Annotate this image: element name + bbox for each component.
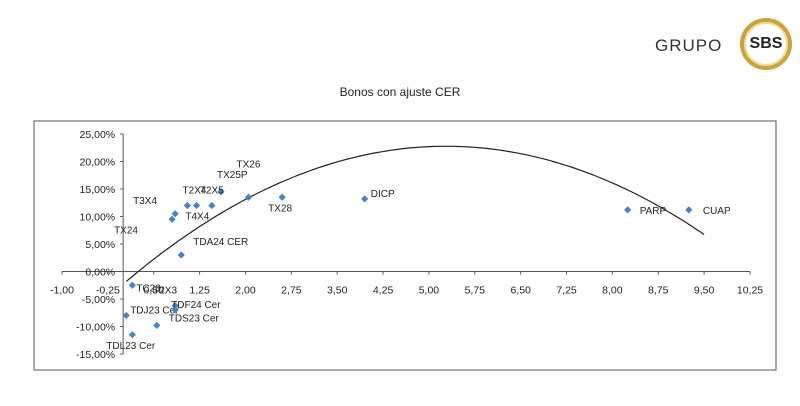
x-tick-label: 4,25 bbox=[373, 285, 394, 297]
data-point-label: TX26 bbox=[237, 159, 261, 170]
y-tick-label: -15,00% bbox=[76, 349, 115, 361]
data-point bbox=[278, 193, 286, 201]
x-tick-label: 8,00 bbox=[602, 285, 623, 297]
brand-name: GRUPO bbox=[655, 36, 723, 55]
data-point-label: T3X4 bbox=[133, 196, 157, 207]
x-tick-label: 8,75 bbox=[648, 285, 669, 297]
data-point-label: TX24 bbox=[114, 225, 138, 236]
data-point-label: TX28 bbox=[268, 203, 292, 214]
data-point-label: TX25P bbox=[217, 170, 248, 181]
x-tick-label: 2,75 bbox=[281, 285, 302, 297]
data-point-label: TDL23 Cer bbox=[106, 341, 156, 352]
data-point bbox=[192, 201, 201, 210]
data-point bbox=[171, 302, 179, 310]
data-point-label: TC23 bbox=[136, 283, 161, 294]
x-tick-label: 6,50 bbox=[510, 285, 531, 297]
x-tick-label: 1,25 bbox=[189, 285, 210, 297]
x-tick-label: 10,25 bbox=[737, 285, 763, 297]
data-point bbox=[171, 306, 179, 314]
trendline bbox=[125, 145, 705, 282]
brand-badge: SBS bbox=[740, 18, 792, 70]
data-point bbox=[624, 206, 632, 214]
y-tick-label: 15,00% bbox=[80, 184, 116, 196]
data-point-label: DICP bbox=[371, 189, 395, 200]
data-point bbox=[685, 206, 693, 214]
x-tick-label: 5,00 bbox=[419, 285, 440, 297]
brand-badge-text: SBS bbox=[749, 35, 783, 52]
data-point bbox=[244, 193, 253, 201]
data-point bbox=[128, 281, 136, 289]
data-point bbox=[177, 251, 185, 259]
data-point bbox=[183, 201, 191, 210]
data-point-label: TDF24 Cer bbox=[171, 300, 221, 311]
data-point bbox=[217, 188, 225, 196]
data-point bbox=[208, 201, 216, 210]
plot-frame bbox=[33, 120, 777, 371]
brand-logo: GRUPO SBS bbox=[655, 12, 795, 82]
y-tick-label: 25,00% bbox=[80, 129, 116, 141]
data-point bbox=[128, 331, 136, 339]
data-point bbox=[361, 195, 369, 203]
data-point-label: T2X3 bbox=[153, 286, 177, 297]
data-point bbox=[171, 210, 179, 218]
x-tick-label: -0,25 bbox=[96, 285, 120, 297]
x-tick-label: -1,00 bbox=[50, 285, 74, 297]
data-point bbox=[122, 311, 130, 320]
x-tick-label: 3,50 bbox=[327, 285, 348, 297]
y-tick-label: 5,00% bbox=[85, 239, 115, 251]
data-point-label: CUAP bbox=[703, 206, 731, 217]
data-point-label: PARP bbox=[640, 206, 667, 217]
data-point bbox=[153, 321, 161, 329]
data-point-label: TDA24 CER bbox=[193, 237, 248, 248]
x-tick-label: 9,50 bbox=[694, 285, 715, 297]
y-tick-label: 20,00% bbox=[80, 157, 116, 169]
data-point-label: T2X5 bbox=[200, 186, 224, 197]
x-tick-label: 2,00 bbox=[235, 285, 256, 297]
y-tick-label: -10,00% bbox=[76, 322, 115, 334]
x-tick-label: 5,75 bbox=[465, 285, 486, 297]
data-point-label: T4X4 bbox=[185, 212, 209, 223]
data-point-label: T2X4 bbox=[183, 186, 207, 197]
x-tick-label: 7,25 bbox=[556, 285, 577, 297]
y-tick-label: 10,00% bbox=[80, 212, 116, 224]
chart-title: Bonos con ajuste CER bbox=[339, 85, 461, 99]
data-point-label: TDJ23 Cer bbox=[130, 306, 179, 317]
x-tick-label: 0,50 bbox=[144, 285, 165, 297]
data-point bbox=[168, 215, 176, 223]
data-point-label: TDS23 Cer bbox=[169, 313, 220, 324]
y-tick-label: -5,00% bbox=[82, 294, 115, 306]
y-tick-label: 0,00% bbox=[85, 267, 115, 279]
